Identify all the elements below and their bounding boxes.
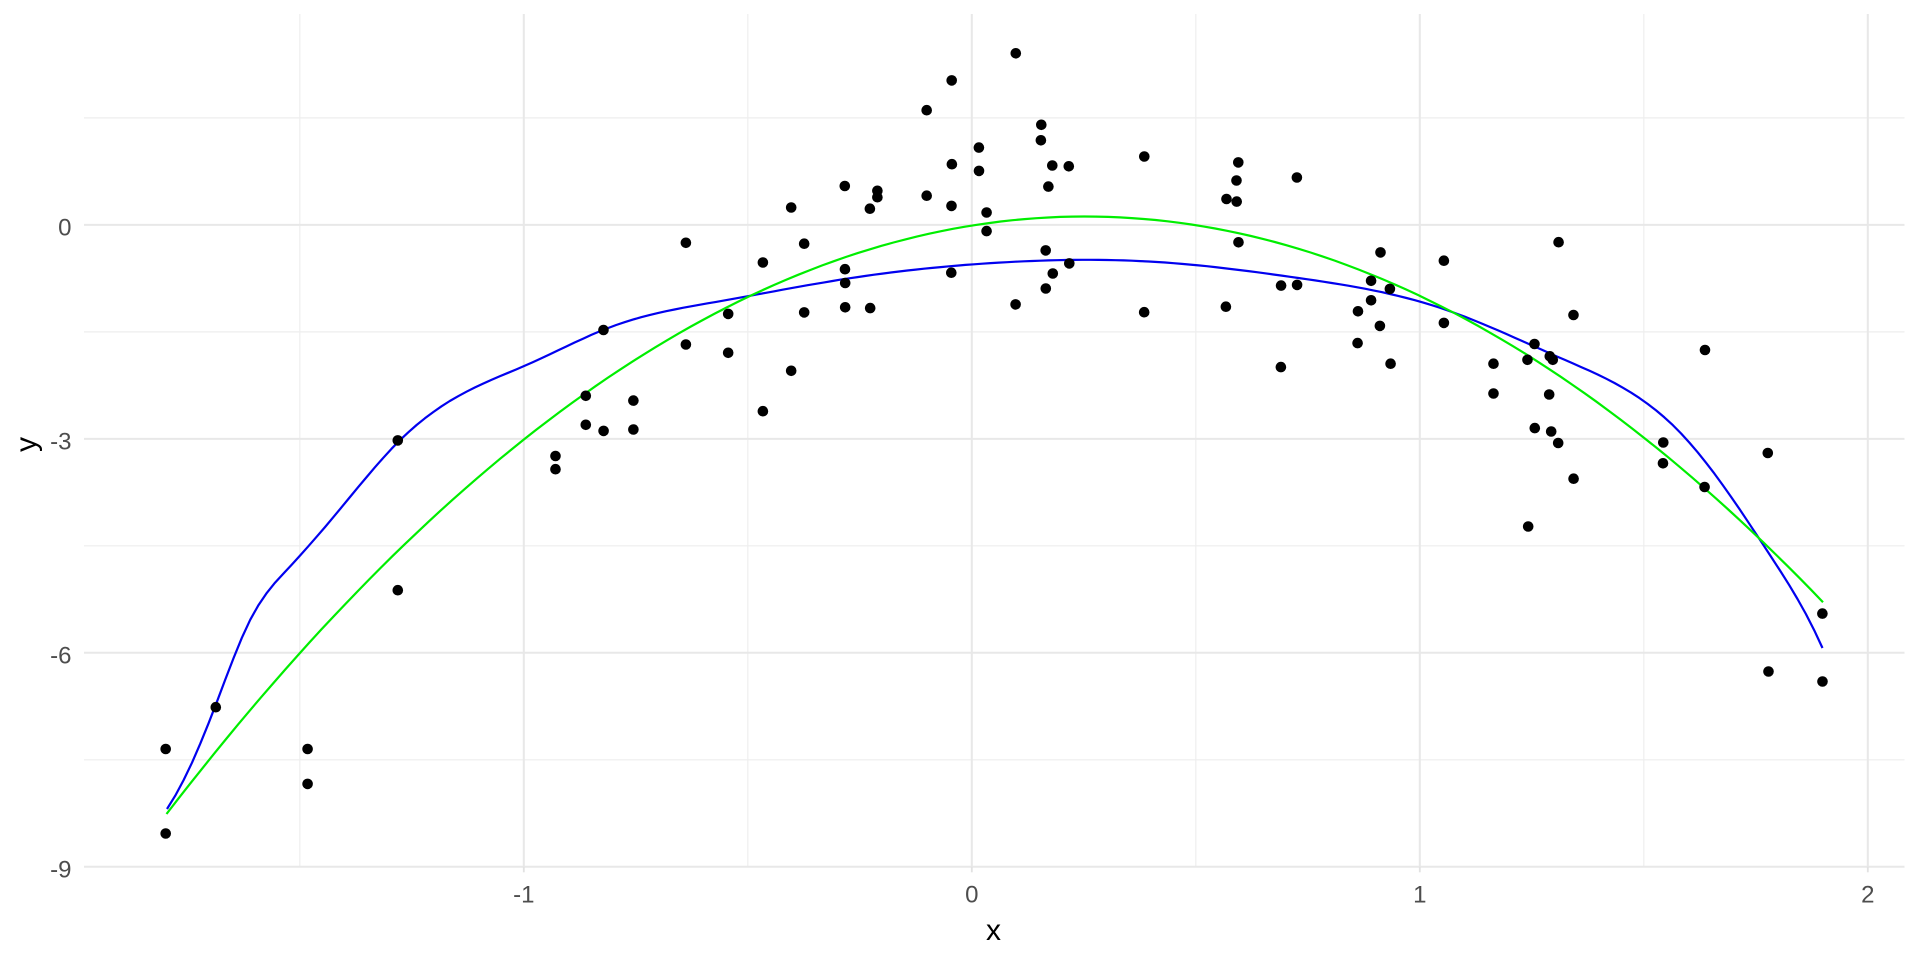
svg-text:-6: -6 (50, 642, 71, 669)
svg-text:-1: -1 (513, 882, 534, 909)
svg-text:2: 2 (1861, 882, 1874, 909)
svg-text:-3: -3 (50, 428, 71, 455)
svg-text:0: 0 (965, 882, 978, 909)
svg-text:y: y (10, 437, 43, 452)
svg-text:0: 0 (58, 214, 71, 241)
svg-text:-9: -9 (50, 856, 71, 883)
svg-text:x: x (986, 914, 1001, 947)
svg-text:1: 1 (1413, 882, 1426, 909)
